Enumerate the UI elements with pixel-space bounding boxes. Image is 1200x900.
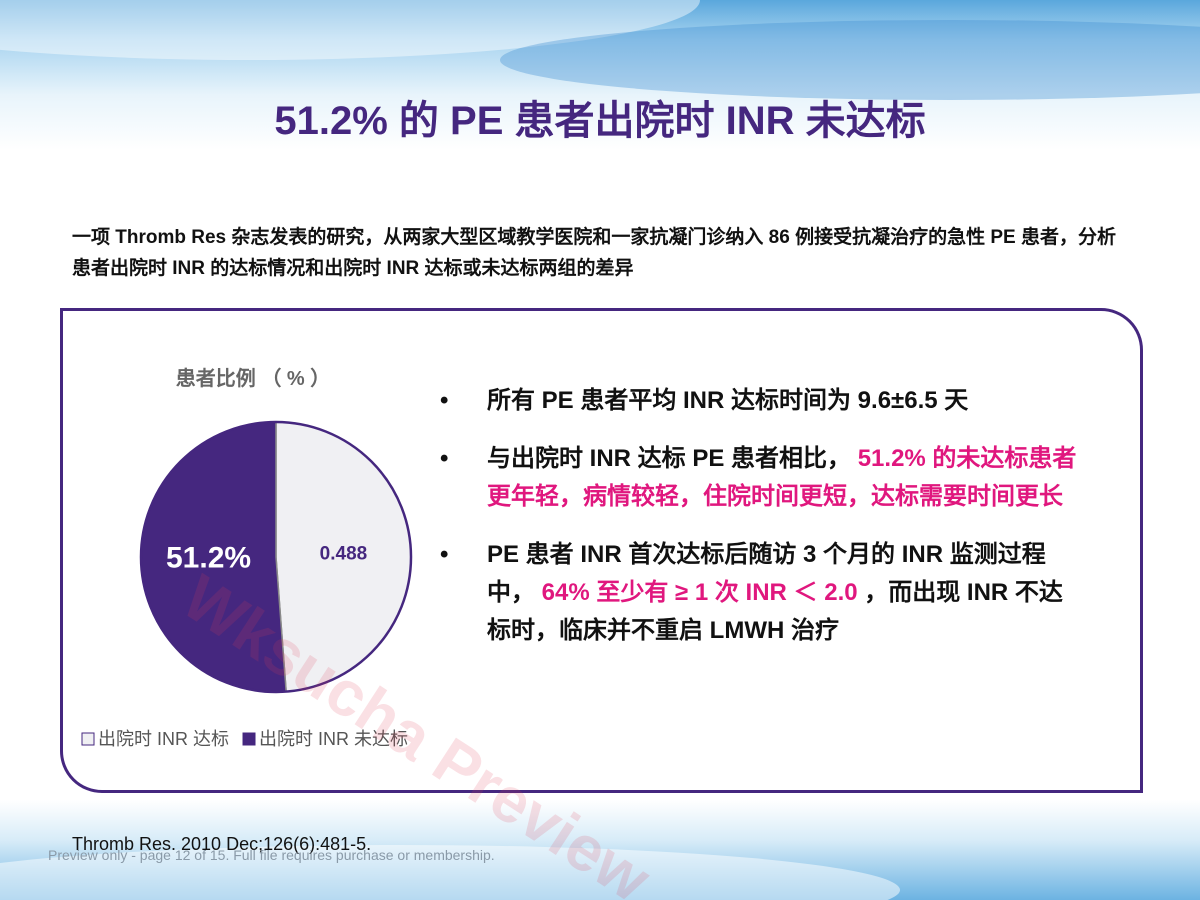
bullet-text: 64% 至少有 ≥ 1 次 INR ＜ 2.0 (535, 579, 858, 606)
wave (500, 20, 1200, 100)
pie-outline (139, 420, 413, 694)
legend-swatch (242, 732, 256, 746)
legend-label: 出院时 INR 未达标 (259, 729, 408, 749)
bullet-list: 所有 PE 患者平均 INR 达标时间为 9.6±6.5 天与出院时 INR 达… (440, 382, 1080, 670)
bullet: 所有 PE 患者平均 INR 达标时间为 9.6±6.5 天 (440, 382, 1080, 420)
bullet-text: ，而出现 INR 不达标时，临床并不重启 LMWH 治疗 (487, 579, 1063, 644)
legend-label: 出院时 INR 达标 (98, 729, 229, 749)
data-label: 51.2% (166, 541, 251, 574)
title: 51.2% 的 PE 患者出院时 INR 未达标 (274, 99, 926, 143)
bullet-text: 与出院时 INR 达标 PE 患者相比， (487, 445, 852, 472)
bullet: PE 患者 INR 首次达标后随访 3 个月的 INR 监测过程中， 64% 至… (440, 536, 1080, 650)
bullet-text: 51.2% 的未达标患者更年轻，病情较轻，住院时间更短，达标需要时间更长 (487, 445, 1077, 510)
footer: Preview only - page 12 of 15. Full file … (48, 847, 495, 863)
bullet-text: PE 患者 INR 首次达标后随访 3 个月的 INR 监测过程中， (487, 541, 1046, 606)
intro: 一项 Thromb Res 杂志发表的研究，从两家大型区域教学医院和一家抗凝门诊… (72, 227, 1117, 279)
bullet: 与出院时 INR 达标 PE 患者相比， 51.2% 的未达标患者更年轻，病情较… (440, 440, 1080, 516)
pie-chart: 患者比例 （ % ） 0.488 51.2% 出院时 INR 达标 出院时 INR 未… (81, 366, 413, 749)
legend-swatch (81, 732, 95, 746)
data-label: 0.488 (320, 543, 368, 564)
chart-title: 患者比例 （ % ） (176, 366, 330, 390)
bullet-text: 所有 PE 患者平均 INR 达标时间为 9.6±6.5 天 (487, 387, 969, 414)
reference: Thromb Res. 2010 Dec;126(6):481-5. (72, 834, 372, 854)
